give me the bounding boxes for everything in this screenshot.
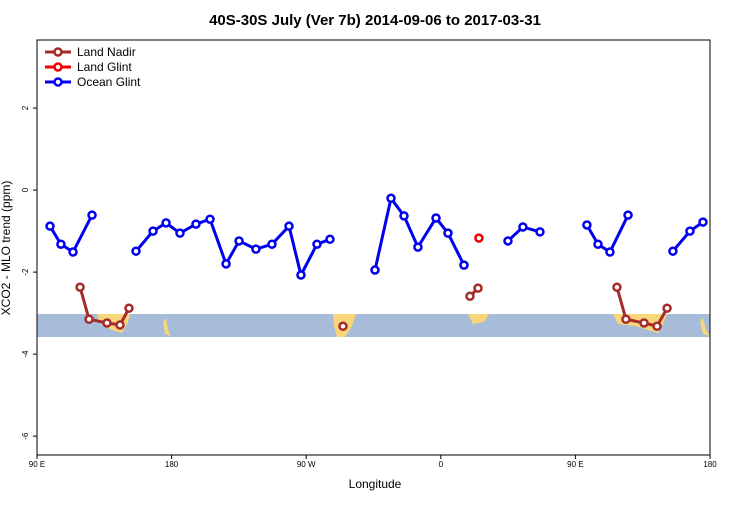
data-point bbox=[431, 213, 441, 223]
x-tick-label: 180 bbox=[165, 460, 179, 469]
legend-label: Ocean Glint bbox=[77, 75, 141, 89]
y-tick-label: -2 bbox=[21, 268, 30, 276]
y-axis-label: XCO2 - MLO trend (ppm) bbox=[0, 181, 13, 316]
data-point bbox=[175, 228, 185, 238]
data-point bbox=[474, 233, 484, 243]
legend-marker bbox=[53, 62, 63, 72]
data-point bbox=[413, 242, 423, 252]
y-tick-label: -6 bbox=[21, 432, 30, 440]
data-point bbox=[75, 282, 85, 293]
legend-label: Land Glint bbox=[77, 60, 132, 74]
data-point bbox=[639, 318, 649, 328]
data-point bbox=[685, 226, 695, 236]
data-point bbox=[399, 211, 409, 221]
data-point bbox=[161, 218, 171, 228]
data-point bbox=[284, 221, 294, 231]
data-point bbox=[84, 314, 94, 325]
data-point bbox=[251, 244, 261, 254]
x-tick-label: 180 bbox=[703, 460, 717, 469]
data-point bbox=[148, 226, 158, 236]
data-point bbox=[68, 247, 78, 257]
chart-title: 40S-30S July (Ver 7b) 2014-09-06 to 2017… bbox=[209, 12, 541, 29]
plot-frame bbox=[36, 39, 711, 456]
data-point bbox=[459, 260, 469, 270]
y-tick-label: 0 bbox=[21, 187, 30, 192]
data-point bbox=[623, 210, 633, 220]
data-point bbox=[191, 219, 201, 229]
data-point bbox=[56, 239, 66, 249]
data-point bbox=[234, 236, 244, 246]
data-point bbox=[621, 314, 631, 325]
data-point bbox=[503, 236, 513, 246]
x-tick-label: 90 W bbox=[297, 460, 316, 469]
data-point bbox=[465, 291, 475, 302]
data-point bbox=[267, 239, 277, 249]
data-point bbox=[605, 247, 615, 257]
data-point bbox=[221, 259, 231, 269]
data-point bbox=[593, 239, 603, 249]
data-point bbox=[662, 303, 672, 313]
data-point bbox=[296, 270, 306, 280]
x-tick-label: 90 E bbox=[29, 460, 45, 469]
map-strip bbox=[37, 314, 710, 337]
data-point bbox=[45, 221, 55, 231]
y-tick-label: -4 bbox=[21, 350, 30, 358]
data-point bbox=[338, 321, 348, 331]
data-point bbox=[205, 214, 215, 224]
data-point bbox=[386, 193, 396, 204]
data-point bbox=[325, 234, 335, 245]
data-point bbox=[102, 318, 112, 328]
data-point bbox=[582, 220, 592, 230]
data-point bbox=[312, 239, 322, 249]
data-point bbox=[124, 303, 134, 313]
legend-marker bbox=[53, 47, 63, 57]
data-point bbox=[535, 227, 545, 237]
legend-marker bbox=[53, 77, 63, 87]
data-point bbox=[115, 320, 125, 330]
data-point bbox=[652, 321, 662, 331]
legend-label: Land Nadir bbox=[77, 45, 136, 59]
data-point bbox=[131, 246, 141, 256]
data-point bbox=[668, 246, 678, 256]
data-point bbox=[87, 210, 97, 220]
x-axis-label: Longitude bbox=[349, 477, 402, 491]
x-tick-label: 90 E bbox=[567, 460, 583, 469]
data-point bbox=[473, 283, 483, 293]
data-point bbox=[518, 222, 528, 232]
series-line bbox=[48, 194, 704, 280]
data-point bbox=[370, 265, 380, 275]
y-tick-label: 2 bbox=[21, 105, 30, 110]
data-point bbox=[612, 282, 622, 293]
data-point bbox=[443, 228, 453, 238]
x-tick-label: 0 bbox=[439, 460, 444, 469]
data-point bbox=[698, 217, 708, 227]
